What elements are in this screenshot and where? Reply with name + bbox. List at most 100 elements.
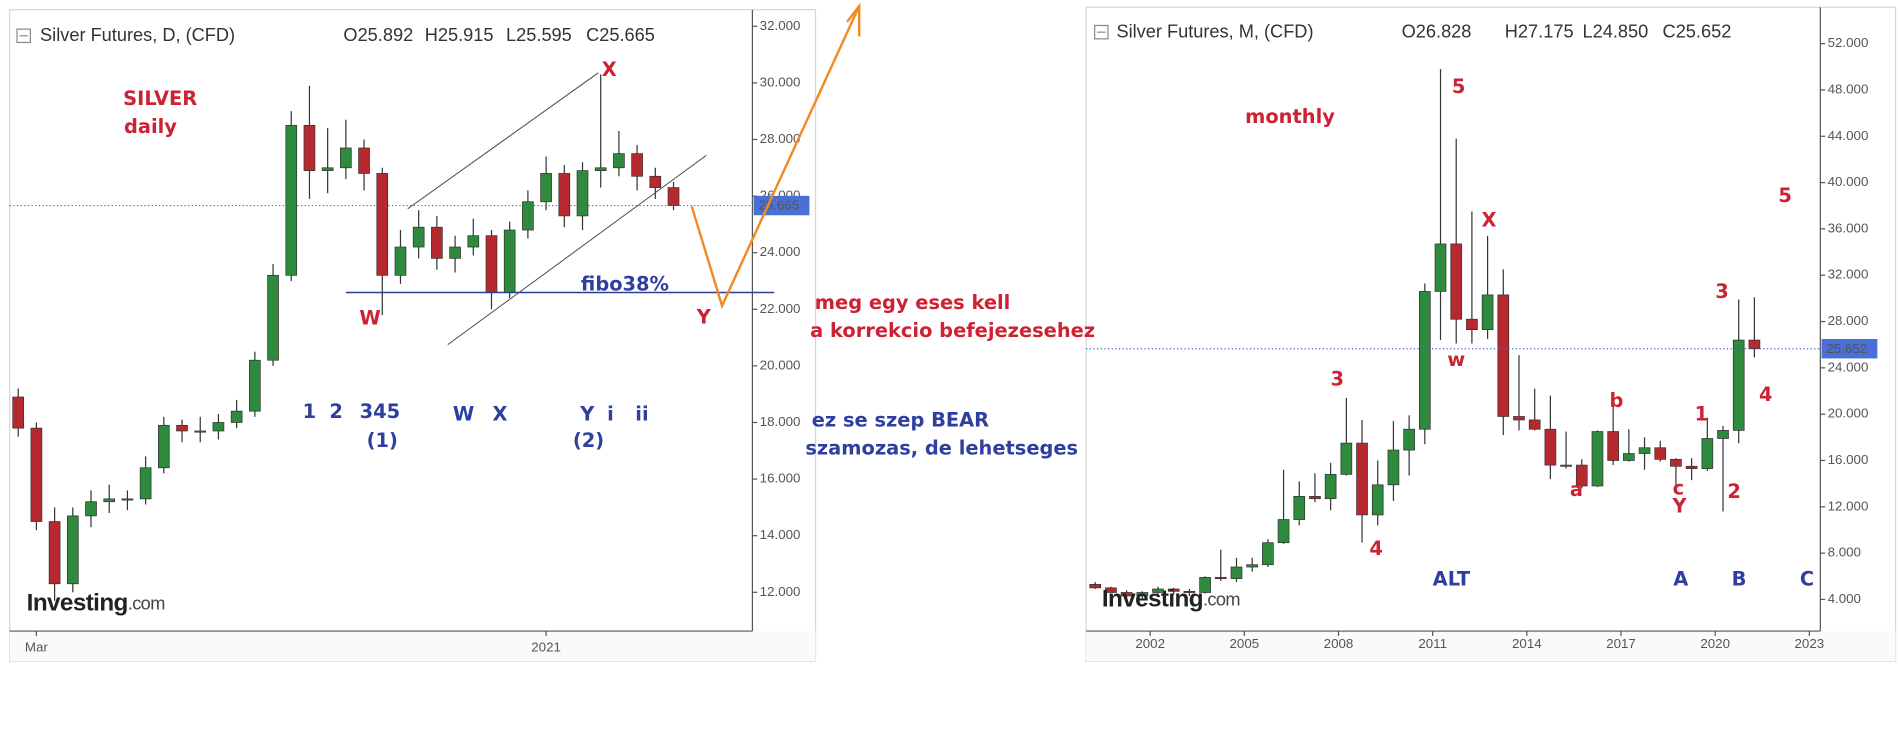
annotation: 2: [329, 400, 343, 423]
x-tick-label: 2014: [1512, 636, 1542, 651]
annotation: X: [1482, 208, 1497, 231]
last-price-box: [1821, 339, 1878, 359]
x-tick-label: 2002: [1135, 636, 1165, 651]
candle-body: [139, 467, 152, 500]
ohlc-value: H27.175: [1505, 22, 1574, 42]
candle-body: [285, 124, 298, 276]
collapse-icon: [1094, 24, 1109, 40]
channel-line: [447, 154, 707, 346]
x-tick-label: 2005: [1230, 636, 1260, 651]
time-axis-bg: [1086, 631, 1896, 662]
candle-body: [503, 229, 516, 293]
annotation: C: [1800, 568, 1814, 591]
candle-body: [1167, 588, 1180, 592]
annotation: ez se szep BEAR: [812, 409, 989, 432]
candle-body: [1638, 447, 1651, 454]
candle-body: [1654, 447, 1667, 460]
candle-body: [1230, 566, 1243, 579]
candle-body: [1293, 496, 1306, 520]
annotation: a: [1570, 478, 1583, 501]
y-tick-label: 14.000: [760, 527, 801, 542]
annotation: ii: [635, 403, 648, 426]
time-axis-bg: [9, 631, 816, 662]
y-tick-label: 8.000: [1828, 545, 1861, 560]
annotation: Y: [696, 305, 712, 328]
candle-body: [613, 153, 625, 169]
candle-body: [1623, 453, 1635, 461]
annotation: 4: [1759, 383, 1773, 406]
last-price-label: 25.652: [1826, 341, 1867, 356]
candle-body: [1466, 318, 1478, 331]
branding-name: Investing: [27, 590, 128, 617]
annotation: 3: [1715, 280, 1729, 303]
left-panel: [9, 9, 817, 662]
ohlc-value: O26.828: [1402, 22, 1472, 42]
chart-title: Silver Futures, M, (CFD): [1116, 22, 1313, 42]
candle-body: [1105, 587, 1117, 593]
candle-body: [1152, 588, 1164, 593]
candle-body: [594, 167, 607, 171]
candle-body: [667, 187, 680, 206]
candle-body: [1403, 428, 1415, 451]
annotation: w: [1447, 348, 1465, 371]
branding-suffix: .com: [128, 593, 165, 613]
annotation: monthly: [1245, 105, 1335, 128]
candle-body: [66, 515, 79, 585]
candle-body: [1309, 496, 1321, 500]
annotation: 345: [360, 400, 401, 423]
branding-name: Investing: [1102, 586, 1203, 613]
annotation: 1: [1695, 403, 1709, 426]
candle-body: [321, 167, 334, 171]
candle-body: [340, 147, 352, 169]
y-tick-label: 28.000: [1828, 313, 1869, 328]
annotation: Y: [579, 403, 595, 426]
candle-body: [394, 246, 407, 276]
annotation: (2): [573, 429, 604, 452]
y-tick-label: 18.000: [760, 414, 801, 429]
candle-body: [12, 396, 25, 429]
candle-body: [1575, 464, 1588, 487]
candle-body: [1371, 484, 1384, 516]
annotation: SILVER: [123, 87, 197, 110]
y-tick-label: 32.000: [1828, 267, 1869, 282]
y-tick-label: 12.000: [1828, 498, 1869, 513]
candle-body: [1528, 419, 1541, 430]
annotation: i: [607, 403, 614, 426]
candle-body: [1089, 584, 1102, 589]
candle-body: [1277, 519, 1290, 544]
candle-body: [1183, 590, 1196, 593]
y-tick-label: 52.000: [1828, 35, 1869, 50]
annotation: 3: [1331, 367, 1345, 390]
candle-body: [1513, 416, 1525, 421]
candle-body: [485, 235, 498, 293]
projection-arrow: [846, 2, 861, 37]
candle-body: [1497, 294, 1510, 417]
candle-body: [1717, 430, 1729, 439]
candle-body: [303, 124, 316, 171]
annotation: 1: [303, 400, 317, 423]
annotation: X: [492, 403, 507, 426]
projection-path: [690, 5, 861, 310]
candle-body: [1434, 243, 1447, 292]
candle-body: [1607, 431, 1619, 461]
candle-body: [1591, 431, 1604, 487]
right-panel: [1085, 6, 1897, 662]
candle-body: [1214, 577, 1227, 580]
branding-suffix: .com: [1203, 590, 1240, 610]
annotation: szamozas, de lehetseges: [805, 437, 1078, 460]
candle-body: [1560, 464, 1572, 467]
candle-body: [412, 226, 425, 248]
candle-body: [194, 430, 207, 433]
branding: Investing.com: [27, 590, 165, 617]
annotation: A: [1673, 568, 1688, 591]
y-tick-label: 16.000: [760, 471, 801, 486]
candle-body: [267, 274, 279, 361]
y-tick-label: 36.000: [1828, 220, 1869, 235]
annotation: 5: [1778, 184, 1792, 207]
annotation: W: [359, 307, 380, 330]
candle-body: [1748, 339, 1761, 350]
candle-body: [1340, 442, 1353, 475]
annotation: daily: [124, 115, 177, 138]
candle-body: [576, 170, 589, 217]
